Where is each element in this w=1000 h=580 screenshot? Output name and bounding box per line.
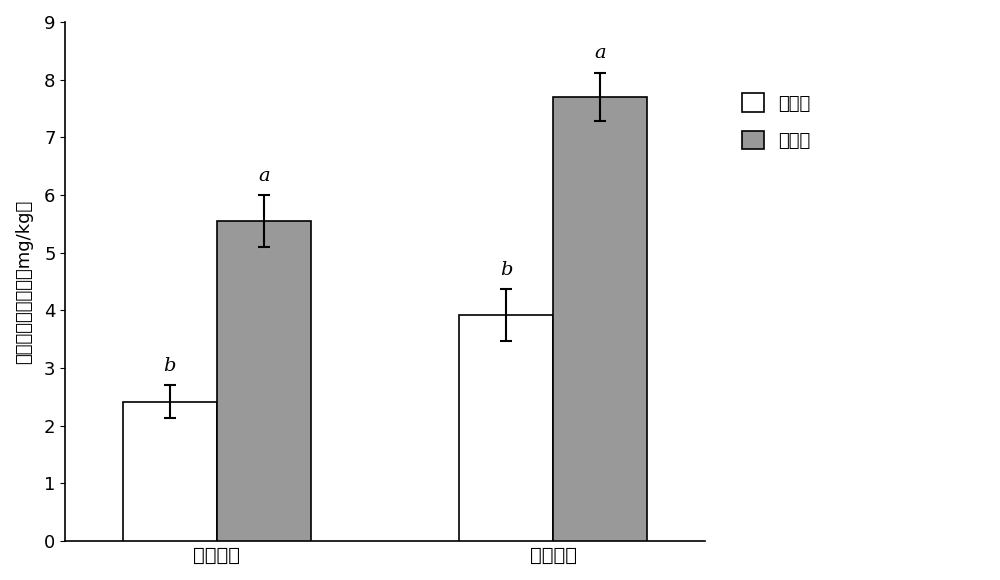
Legend: 处理组, 对照组: 处理组, 对照组 [742, 93, 811, 150]
Bar [217, 221, 311, 541]
Text: b: b [500, 260, 512, 278]
Bar [123, 401, 217, 541]
Text: b: b [163, 357, 176, 375]
Y-axis label: 土壤有效态铬浓度（mg/kg）: 土壤有效态铬浓度（mg/kg） [15, 200, 33, 364]
Text: a: a [258, 166, 270, 184]
Bar [459, 315, 553, 541]
Bar [553, 97, 647, 541]
Text: a: a [594, 45, 606, 63]
